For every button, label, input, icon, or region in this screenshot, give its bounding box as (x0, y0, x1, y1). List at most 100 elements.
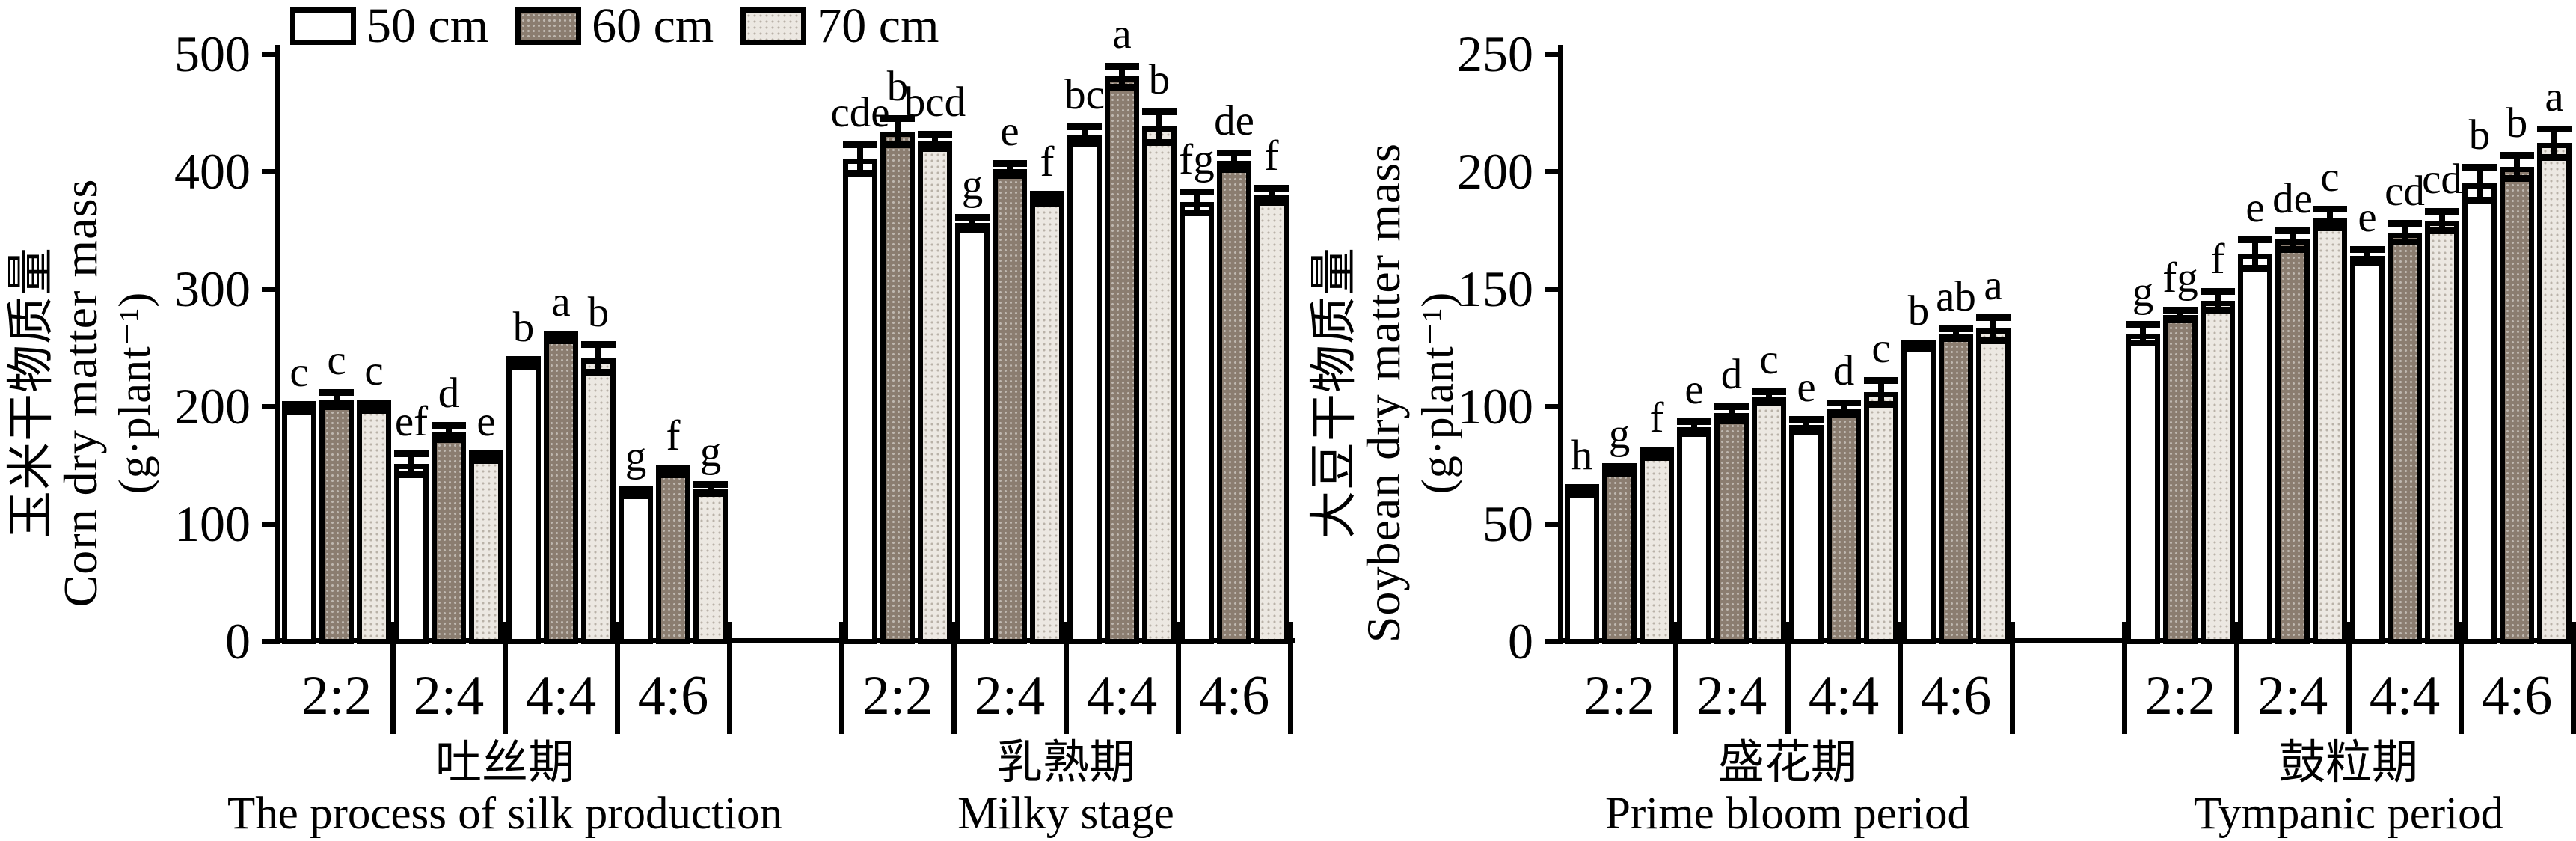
soybean-x-category-label: 2:2 (1583, 665, 1655, 727)
error-bar-cap-top (880, 115, 915, 123)
error-bar-cap-top (2126, 321, 2160, 328)
bar-50cm-2:4 (2238, 253, 2272, 644)
error-bar-cap-bottom (1939, 334, 1973, 342)
corn-group-separator (1288, 622, 1293, 734)
bar-60cm-2:4 (432, 432, 466, 644)
bar-70cm-4:4 (1864, 392, 1898, 644)
bar-60cm-2:4 (2275, 239, 2310, 644)
error-bar-cap-top (2313, 206, 2347, 213)
sig-letter: b (1907, 287, 1930, 335)
bar-70cm-4:4 (581, 358, 616, 644)
corn-group-separator (1064, 622, 1069, 734)
sig-letter: g (2132, 269, 2154, 316)
corn-y-tickmark (262, 52, 275, 57)
error-bar-cap-top (693, 480, 728, 488)
error-bar-cap-bottom (1030, 200, 1064, 207)
bar-50cm-4:6 (619, 492, 653, 644)
sig-letter: cd (2422, 156, 2462, 204)
legend-swatch-60cm (515, 7, 582, 45)
sig-letter: c (289, 348, 309, 396)
sig-letter: de (2272, 174, 2313, 222)
bar-70cm-4:6 (1254, 195, 1289, 644)
soybean-stage-label-en: Prime bloom period (1605, 789, 1970, 839)
sig-letter: ef (394, 397, 429, 445)
corn-y-tick-label: 0 (225, 613, 251, 670)
sig-letter: b (1148, 55, 1171, 103)
error-bar-cap-top (656, 464, 690, 471)
corn-stage-label-zh: 乳熟期 (996, 738, 1136, 789)
sig-letter: d (438, 370, 460, 418)
soybean-y-tick-label: 250 (1457, 25, 1533, 82)
sig-letter: e (1000, 108, 1019, 155)
sig-letter: cde (830, 88, 890, 136)
sig-letter: f (2210, 236, 2225, 284)
bar-50cm-4:4 (2350, 256, 2385, 644)
error-bar-cap-top (581, 340, 616, 348)
bar-60cm-2:2 (319, 399, 354, 644)
sig-letter: g (1608, 411, 1631, 459)
error-bar-cap-top (2350, 245, 2385, 253)
corn-stage-label-zh: 吐丝期 (435, 738, 575, 789)
error-bar-cap-top (1640, 447, 1674, 454)
sig-letter: g (699, 428, 722, 476)
sig-letter: c (1759, 335, 1779, 383)
legend-item-50cm: 50 cm (290, 1, 488, 51)
soybean-group-separator (2122, 622, 2127, 734)
sig-letter: f (1264, 132, 1279, 180)
corn-stage-label-en: Milky stage (957, 789, 1174, 839)
error-bar-cap-bottom (506, 363, 541, 370)
error-bar-stem (1878, 380, 1884, 404)
error-bar-cap-bottom (2163, 316, 2198, 323)
error-bar-stem (334, 392, 340, 406)
error-bar-cap-top (1789, 416, 1824, 423)
sig-letter: d (1720, 351, 1743, 398)
error-bar-stem (969, 217, 975, 229)
corn-y-tickmark (262, 169, 275, 174)
soybean-group-separator (1785, 622, 1791, 734)
corn-y-axis (275, 45, 280, 644)
bar-60cm-4:4 (1105, 76, 1139, 644)
bar-60cm-4:6 (1217, 160, 1251, 644)
sig-letter: b (2468, 111, 2491, 159)
soybean-y-tick-label: 0 (1508, 613, 1533, 670)
sig-letter: bc (1064, 71, 1105, 119)
sig-letter: a (2545, 73, 2564, 121)
error-bar-cap-bottom (2201, 307, 2235, 314)
bar-60cm-2:2 (2163, 314, 2198, 644)
legend: 50 cm 60 cm 70 cm (290, 1, 939, 51)
error-bar-stem (1044, 193, 1050, 204)
error-bar-cap-bottom (1565, 491, 1599, 498)
error-bar-cap-bottom (1752, 400, 1786, 407)
error-bar-cap-bottom (880, 141, 915, 148)
corn-x-category-label: 2:4 (413, 665, 485, 727)
soybean-y-tick-label: 200 (1457, 143, 1533, 200)
corn-x-category-label: 2:2 (862, 665, 933, 727)
bar-50cm-4:4 (506, 362, 541, 644)
soybean-y-tickmark (1545, 169, 1558, 174)
corn-x-category-label: 2:4 (974, 665, 1046, 727)
error-bar-stem (408, 453, 414, 475)
error-bar-cap-bottom (2313, 224, 2347, 232)
bar-50cm-4:6 (1180, 201, 1214, 644)
error-bar-stem (2514, 155, 2520, 179)
sig-letter: h (1571, 432, 1593, 480)
error-bar-cap-top (1752, 388, 1786, 395)
bar-60cm-4:4 (1827, 409, 1861, 644)
soybean-x-category-label: 2:4 (2257, 665, 2328, 727)
error-bar-cap-top (1180, 188, 1214, 195)
error-bar-cap-bottom (1714, 417, 1749, 424)
bar-70cm-2:2 (2201, 300, 2235, 644)
bar-60cm-4:4 (544, 337, 578, 644)
error-bar-cap-bottom (1180, 209, 1214, 216)
sig-letter: b (886, 63, 909, 111)
error-bar-cap-top (1901, 340, 1936, 347)
error-bar-cap-top (2275, 227, 2310, 234)
bar-70cm-4:4 (1142, 126, 1177, 644)
corn-group-separator (1176, 622, 1181, 734)
error-bar-stem (2177, 310, 2183, 319)
error-bar-cap-bottom (2388, 239, 2422, 246)
bar-70cm-2:2 (1640, 453, 1674, 644)
bar-70cm-2:2 (357, 406, 391, 644)
error-bar-cap-top (282, 400, 316, 408)
bar-50cm-2:4 (394, 463, 429, 644)
